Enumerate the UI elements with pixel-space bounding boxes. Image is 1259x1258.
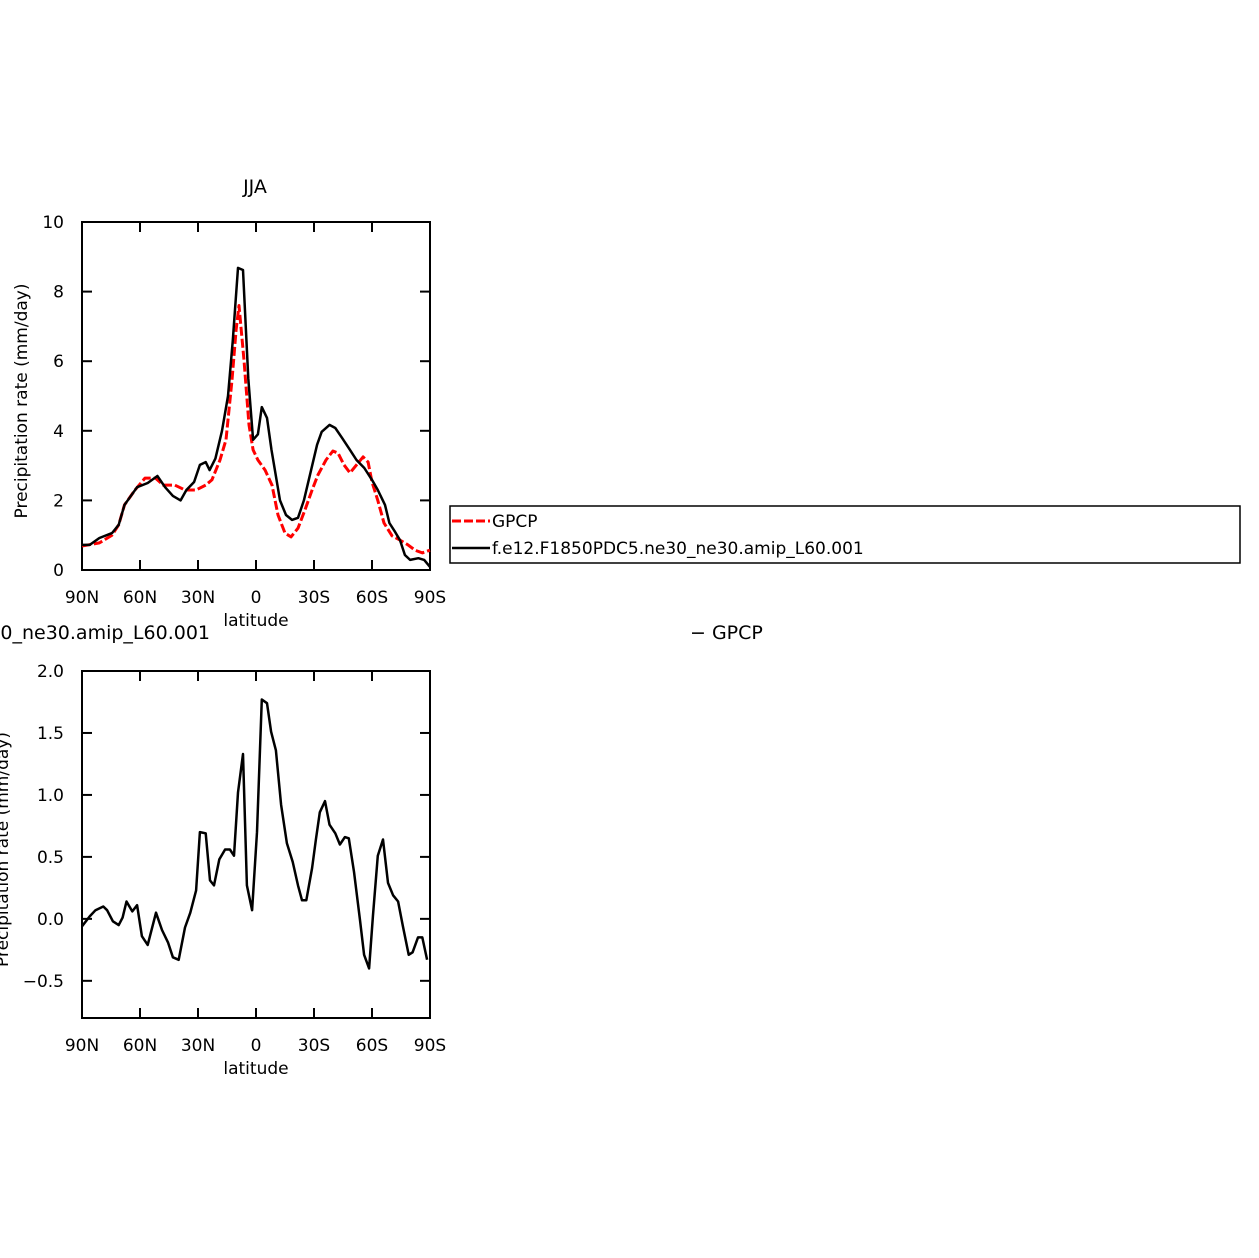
x-tick-label: 0	[251, 588, 262, 608]
legend-label: f.e12.F1850PDC5.ne30_ne30.amip_L60.001	[492, 539, 864, 559]
y-tick-label: 1.5	[37, 724, 64, 744]
data-line	[81, 698, 429, 970]
y-tick-label: 2	[53, 491, 64, 511]
x-tick-label: 90N	[65, 588, 99, 608]
chart-title: f.e12.F1850PDC5.ne30_ne30.amip_L60.001	[0, 622, 210, 644]
x-tick-label: 0	[251, 1036, 262, 1056]
chart-title-right: − GPCP	[690, 622, 763, 644]
y-tick-label: 4	[53, 422, 64, 442]
x-axis-label: latitude	[223, 611, 288, 631]
y-axis-label: Precipitation rate (mm/day)	[0, 732, 13, 967]
y-tick-label: 8	[53, 283, 64, 303]
x-axis-label: latitude	[223, 1059, 288, 1079]
y-axis-label: Precipitation rate (mm/day)	[12, 284, 32, 519]
data-line	[82, 266, 431, 568]
y-tick-label: 0.0	[37, 910, 64, 930]
y-tick-label: 6	[53, 352, 64, 372]
x-tick-label: 30N	[181, 1036, 215, 1056]
x-tick-label: 60N	[123, 588, 157, 608]
x-tick-label: 30N	[181, 588, 215, 608]
y-tick-label: 0.5	[37, 848, 64, 868]
x-tick-label: 30S	[298, 588, 330, 608]
y-tick-label: 0	[53, 561, 64, 581]
legend-label: GPCP	[492, 512, 538, 532]
x-tick-label: 60S	[356, 1036, 388, 1056]
data-line	[81, 304, 431, 555]
x-tick-label: 60N	[123, 1036, 157, 1056]
x-tick-label: 90N	[65, 1036, 99, 1056]
x-tick-label: 30S	[298, 1036, 330, 1056]
y-tick-label: 1.0	[37, 786, 64, 806]
legend-box	[449, 505, 1241, 564]
x-tick-label: 90S	[414, 588, 446, 608]
y-tick-label: 10	[42, 213, 64, 233]
chart-title: JJA	[242, 176, 267, 198]
y-tick-label: 2.0	[37, 662, 64, 682]
y-tick-label: −0.5	[23, 972, 64, 992]
plot-frame	[81, 221, 431, 571]
x-tick-label: 60S	[356, 588, 388, 608]
x-tick-label: 90S	[414, 1036, 446, 1056]
